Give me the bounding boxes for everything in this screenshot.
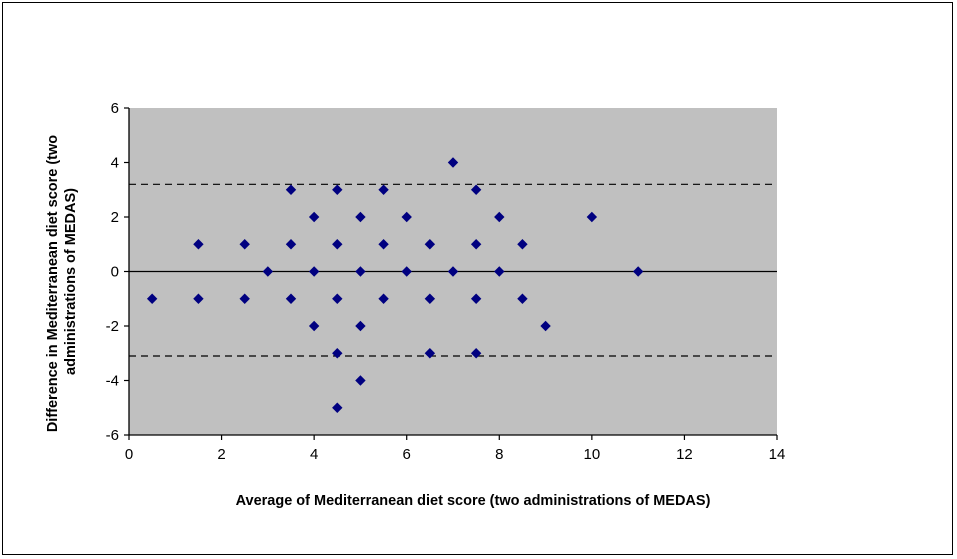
x-tick-label: 8	[495, 446, 503, 463]
data-point	[355, 375, 366, 386]
data-point	[470, 293, 482, 304]
data-point	[308, 320, 320, 332]
x-tick-label: 4	[310, 446, 318, 463]
y-axis-title-line-1: Difference in Mediterranean diet score (…	[45, 135, 61, 432]
data-point	[378, 239, 389, 250]
x-tick-label: 6	[403, 446, 411, 463]
y-tick-label: 4	[111, 155, 119, 172]
x-tick-label: 0	[125, 446, 133, 463]
data-point	[239, 293, 250, 304]
data-point	[146, 293, 158, 304]
x-axis-title: Average of Mediterranean diet score (two…	[236, 493, 711, 509]
x-tick-label: 14	[769, 446, 786, 463]
y-axis-title: Difference in Mediterranean diet score (…	[45, 131, 79, 432]
data-point	[401, 211, 412, 223]
data-point	[517, 239, 528, 250]
data-point	[632, 266, 644, 277]
data-point	[494, 211, 505, 223]
x-tick-label: 12	[676, 446, 693, 463]
data-point	[355, 266, 366, 277]
data-point	[239, 239, 250, 250]
data-point	[285, 293, 297, 304]
data-point	[401, 266, 412, 277]
data-point	[424, 293, 436, 304]
data-point	[355, 211, 366, 223]
data-point	[540, 320, 551, 332]
data-point	[332, 239, 343, 250]
y-tick-label: -6	[106, 427, 119, 444]
bland-altman-chart: -6 -4 -2 0 2 4 6 0 2 4 6 8 10 12 14 Average of Mediter…	[45, 100, 786, 509]
data-point	[332, 184, 343, 195]
data-point	[586, 211, 598, 223]
y-tick-label: -4	[106, 373, 119, 390]
data-point	[332, 293, 343, 304]
data-point	[308, 266, 320, 277]
data-point	[193, 239, 204, 250]
data-point	[285, 239, 297, 250]
y-tick-label: 6	[111, 100, 119, 117]
x-tick-label: 2	[217, 446, 225, 463]
data-point	[470, 184, 482, 195]
data-point	[308, 211, 320, 223]
data-point	[332, 348, 343, 359]
data-point	[424, 348, 436, 359]
data-point	[470, 348, 482, 359]
data-point	[517, 293, 528, 304]
data-point	[285, 184, 297, 195]
data-point	[447, 266, 459, 277]
data-point	[332, 402, 343, 413]
data-point	[355, 320, 366, 332]
y-tick-label: 0	[111, 264, 119, 281]
data-point	[262, 266, 274, 277]
data-point	[470, 239, 482, 250]
x-tick-label: 10	[584, 446, 601, 463]
data-point	[424, 239, 436, 250]
y-axis-title-line-2: administrations of MEDAS)	[63, 188, 79, 375]
y-tick-label: -2	[106, 318, 119, 335]
y-tick-label: 2	[111, 209, 119, 226]
data-point	[447, 157, 459, 168]
data-point	[494, 266, 505, 277]
data-point	[378, 184, 389, 195]
data-point	[378, 293, 389, 304]
data-point	[193, 293, 204, 304]
